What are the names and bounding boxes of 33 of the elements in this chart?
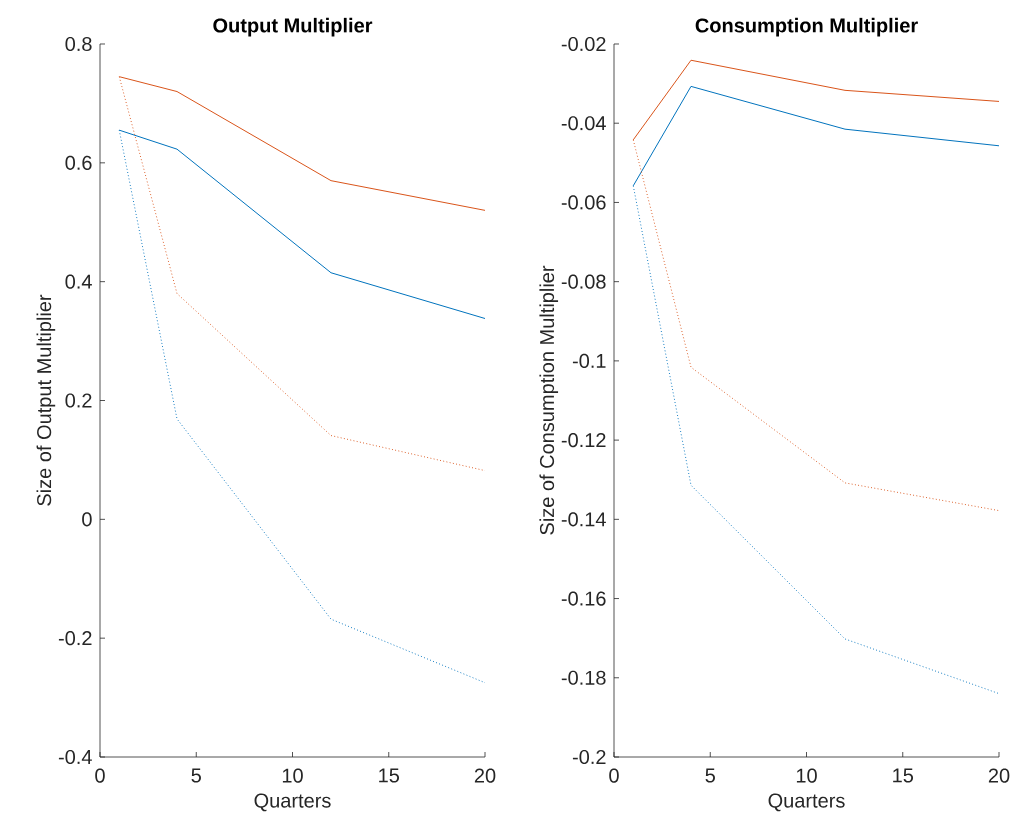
y-tick-label: -0.04 bbox=[561, 116, 606, 131]
x-tick-label: 10 bbox=[282, 768, 303, 783]
y-tick-label: -0.08 bbox=[561, 274, 606, 289]
y-axis-title: Size of Output Multiplier bbox=[36, 294, 56, 506]
y-tick-label: -0.12 bbox=[561, 433, 606, 448]
chart-title: Output Multiplier bbox=[213, 17, 373, 37]
y-tick-label: -0.14 bbox=[561, 512, 606, 527]
y-tick-label: 0.4 bbox=[65, 274, 92, 289]
y-tick-label: 0 bbox=[82, 512, 92, 527]
y-tick-label: -0.06 bbox=[561, 195, 606, 210]
x-tick-label: 5 bbox=[191, 768, 201, 783]
y-tick-label: -0.2 bbox=[58, 631, 92, 646]
y-tick-label: -0.02 bbox=[561, 36, 606, 52]
y-axis-title: Size of Consumption Multiplier bbox=[539, 265, 559, 535]
x-axis-title: Quarters bbox=[768, 793, 845, 812]
y-tick-label: -0.18 bbox=[561, 670, 606, 685]
x-tick-label: 20 bbox=[474, 768, 496, 783]
y-tick-label: -0.16 bbox=[561, 591, 606, 606]
y-tick-label: -0.1 bbox=[572, 353, 606, 368]
x-tick-label: 15 bbox=[893, 768, 914, 783]
x-tick-label: 10 bbox=[796, 768, 817, 783]
x-tick-label: 15 bbox=[379, 768, 400, 783]
y-tick-label: 0.6 bbox=[65, 155, 92, 170]
x-axis-title: Quarters bbox=[254, 793, 331, 812]
x-tick-label: 0 bbox=[609, 768, 619, 783]
y-tick-label: 0.2 bbox=[65, 393, 92, 408]
y-tick-label: -0.4 bbox=[58, 749, 92, 765]
chart-title: Consumption Multiplier bbox=[695, 17, 918, 37]
x-tick-label: 20 bbox=[988, 768, 1010, 783]
x-tick-label: 5 bbox=[705, 768, 715, 783]
y-tick-label: 0.8 bbox=[65, 36, 92, 52]
x-tick-label: 0 bbox=[95, 768, 105, 783]
y-tick-label: -0.2 bbox=[572, 749, 606, 765]
